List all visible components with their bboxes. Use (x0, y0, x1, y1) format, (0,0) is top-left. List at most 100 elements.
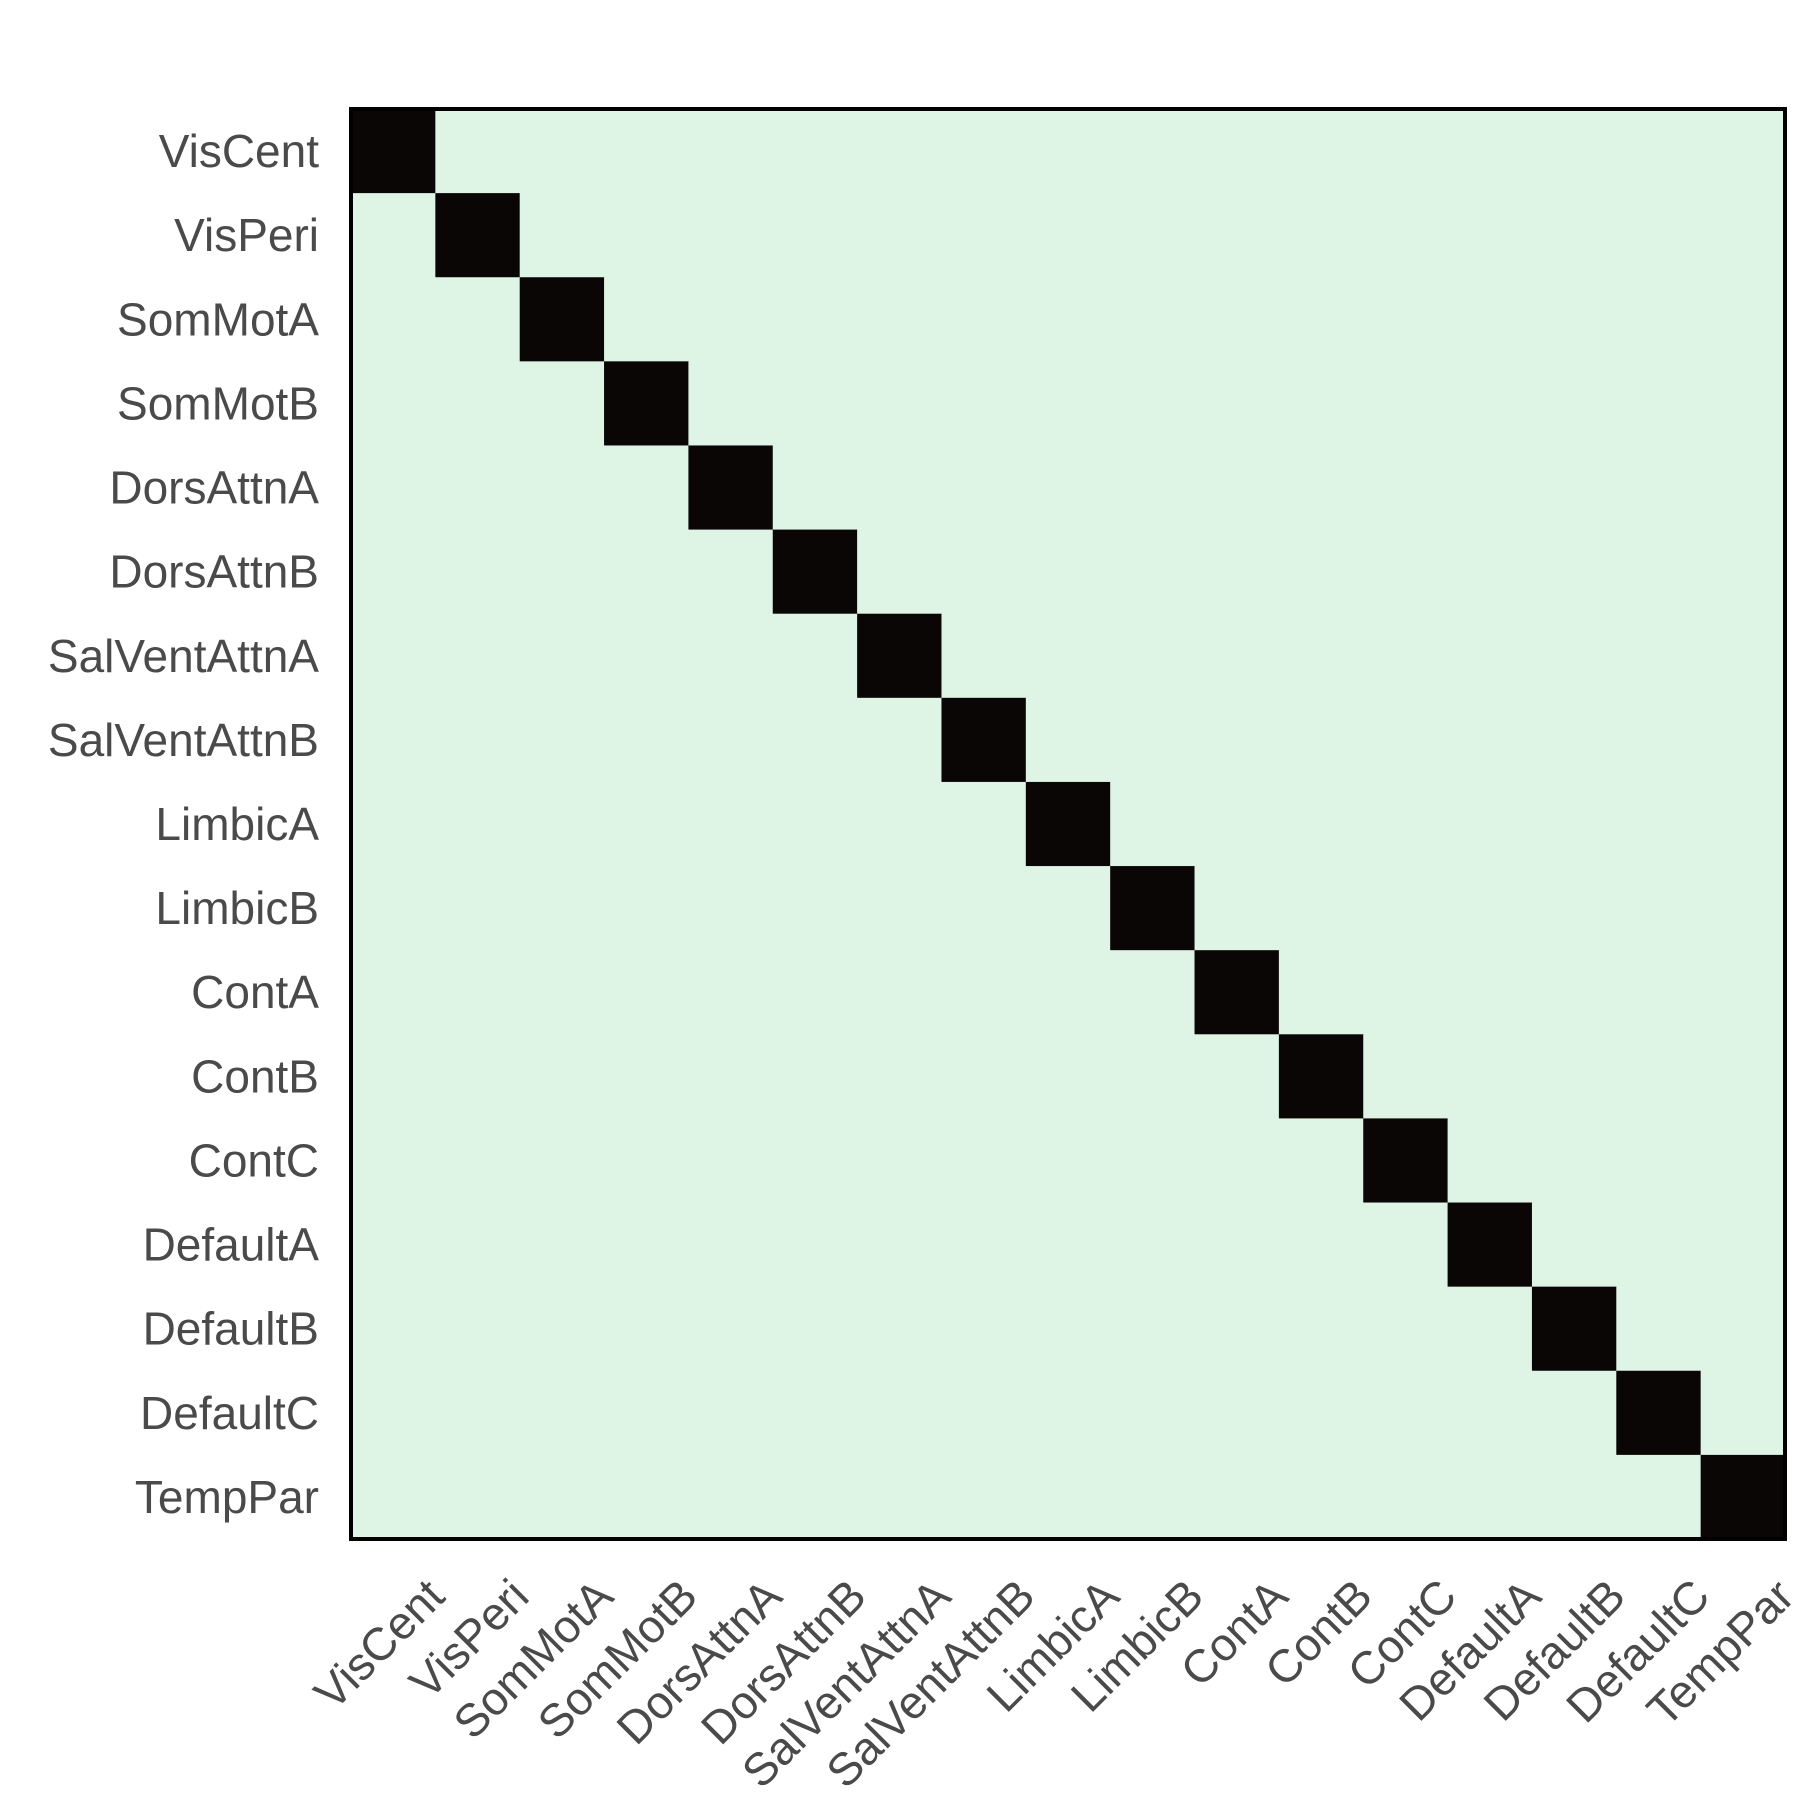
heatmap-cell-ContB-DefaultB (1531, 1034, 1617, 1120)
heatmap-cell-DefaultB-ContB (1278, 1286, 1364, 1372)
heatmap-cell-DorsAttnB-SomMotB (604, 529, 690, 615)
heatmap-cell-VisPeri-SomMotB (604, 193, 690, 278)
heatmap-cell-SomMotB-SomMotB (604, 361, 690, 447)
heatmap-cell-VisPeri-SalVentAttnB (941, 193, 1027, 278)
heatmap-cell-DefaultA-LimbicB (1110, 1202, 1196, 1288)
heatmap-cell-SomMotB-ContC (1363, 361, 1449, 447)
heatmap-cell-TempPar-DefaultB (1531, 1454, 1617, 1540)
heatmap-cell-LimbicA-DorsAttnB (772, 781, 858, 867)
heatmap-cell-TempPar-ContA (1194, 1454, 1280, 1540)
row-label-ContA: ContA (191, 966, 319, 1018)
heatmap-cell-VisPeri-DefaultA (1447, 193, 1533, 278)
heatmap-cell-LimbicA-ContB (1278, 781, 1364, 867)
heatmap-cell-DefaultA-DefaultC (1616, 1202, 1702, 1288)
heatmap-cell-VisCent-LimbicB (1110, 109, 1196, 194)
heatmap-cell-VisPeri-SalVentAttnA (857, 193, 943, 278)
heatmap-cell-SalVentAttnA-LimbicB (1110, 613, 1196, 699)
heatmap-cell-VisPeri-DorsAttnB (772, 193, 858, 278)
row-label-SomMotA: SomMotA (117, 293, 319, 345)
heatmap-cell-ContB-ContA (1194, 1034, 1280, 1120)
heatmap-cell-DorsAttnA-LimbicA (1025, 445, 1111, 531)
heatmap-cell-TempPar-VisPeri (435, 1454, 521, 1540)
heatmap-cell-DefaultA-DorsAttnA (688, 1202, 774, 1288)
heatmap-cell-SomMotA-SalVentAttnA (857, 277, 943, 362)
heatmap-cell-ContB-DorsAttnB (772, 1034, 858, 1120)
heatmap-cell-DefaultA-SalVentAttnA (857, 1202, 943, 1288)
heatmap-cell-VisCent-LimbicA (1025, 109, 1111, 194)
heatmap-cell-ContC-DefaultB (1531, 1118, 1617, 1204)
heatmap-cell-ContC-VisPeri (435, 1118, 521, 1204)
heatmap-cell-LimbicB-LimbicA (1025, 866, 1111, 951)
heatmap-cell-SomMotB-DefaultC (1616, 361, 1702, 447)
heatmap-cell-DefaultC-SomMotB (604, 1370, 690, 1456)
heatmap-cell-LimbicA-ContC (1363, 781, 1449, 867)
heatmap-cell-DefaultB-SomMotB (604, 1286, 690, 1372)
heatmap-cell-VisCent-ContA (1194, 109, 1280, 194)
heatmap-cell-VisCent-VisCent (351, 109, 436, 194)
heatmap-cell-DefaultA-ContB (1278, 1202, 1364, 1288)
column-labels: VisCentVisPeriSomMotASomMotBDorsAttnADor… (304, 1569, 1800, 1798)
heatmap-cell-SalVentAttnA-TempPar (1700, 613, 1786, 699)
heatmap-cell-SalVentAttnA-DorsAttnB (772, 613, 858, 699)
heatmap-cell-ContA-VisCent (351, 950, 436, 1035)
heatmap-cell-DefaultC-DefaultC (1616, 1370, 1702, 1456)
heatmap-cell-TempPar-ContB (1278, 1454, 1364, 1540)
heatmap-cell-SalVentAttnB-ContA (1194, 697, 1280, 783)
heatmap-cell-SomMotA-SomMotB (604, 277, 690, 362)
heatmap-cell-TempPar-LimbicB (1110, 1454, 1196, 1540)
heatmap-cell-ContB-SomMotB (604, 1034, 690, 1120)
heatmap-cell-ContC-ContC (1363, 1118, 1449, 1204)
heatmap-cell-SalVentAttnA-ContC (1363, 613, 1449, 699)
heatmap-cell-ContA-SalVentAttnB (941, 950, 1027, 1035)
heatmap-cell-ContA-SomMotB (604, 950, 690, 1035)
heatmap-cell-DefaultB-SalVentAttnA (857, 1286, 943, 1372)
heatmap-cell-LimbicA-TempPar (1700, 781, 1786, 867)
row-label-DorsAttnA: DorsAttnA (109, 462, 319, 514)
heatmap-cell-SomMotA-DorsAttnA (688, 277, 774, 362)
heatmap-cell-DefaultC-LimbicB (1110, 1370, 1196, 1456)
heatmap-cell-SalVentAttnB-DefaultC (1616, 697, 1702, 783)
heatmap-cell-ContC-SomMotB (604, 1118, 690, 1204)
heatmap-cell-DefaultA-DorsAttnB (772, 1202, 858, 1288)
heatmap-cell-SomMotA-ContC (1363, 277, 1449, 362)
heatmap-cell-SalVentAttnA-DefaultB (1531, 613, 1617, 699)
heatmap-cell-SalVentAttnB-TempPar (1700, 697, 1786, 783)
heatmap-cell-LimbicB-DorsAttnB (772, 866, 858, 951)
heatmap-cell-DorsAttnB-ContA (1194, 529, 1280, 615)
heatmap-cell-LimbicA-DefaultB (1531, 781, 1617, 867)
heatmap-cell-TempPar-SalVentAttnB (941, 1454, 1027, 1540)
heatmap-cell-ContA-SomMotA (519, 950, 605, 1035)
heatmap-cell-VisCent-VisPeri (435, 109, 521, 194)
heatmap-cell-DefaultB-VisPeri (435, 1286, 521, 1372)
heatmap-cell-DorsAttnA-TempPar (1700, 445, 1786, 531)
heatmap-cell-SomMotB-ContB (1278, 361, 1364, 447)
heatmap-cell-DorsAttnA-SalVentAttnA (857, 445, 943, 531)
heatmap-cell-DorsAttnB-LimbicB (1110, 529, 1196, 615)
heatmap-cell-SalVentAttnA-SomMotA (519, 613, 605, 699)
heatmap-cell-DorsAttnB-LimbicA (1025, 529, 1111, 615)
heatmap-cell-SalVentAttnB-VisCent (351, 697, 436, 783)
heatmap-cell-SomMotB-DorsAttnB (772, 361, 858, 447)
heatmap-cell-LimbicA-SalVentAttnB (941, 781, 1027, 867)
heatmap-cell-TempPar-DefaultC (1616, 1454, 1702, 1540)
heatmap-cell-ContB-DefaultA (1447, 1034, 1533, 1120)
heatmap-cell-DorsAttnA-DefaultC (1616, 445, 1702, 531)
heatmap-cell-VisCent-SomMotA (519, 109, 605, 194)
heatmap-cell-DefaultB-DorsAttnB (772, 1286, 858, 1372)
heatmap-cell-VisCent-DorsAttnA (688, 109, 774, 194)
row-label-SalVentAttnA: SalVentAttnA (48, 630, 319, 682)
heatmap-cell-DefaultC-ContC (1363, 1370, 1449, 1456)
heatmap-cell-VisCent-DefaultA (1447, 109, 1533, 194)
heatmap-cell-ContC-LimbicA (1025, 1118, 1111, 1204)
heatmap-cell-DefaultB-TempPar (1700, 1286, 1786, 1372)
heatmap-cell-LimbicA-DefaultC (1616, 781, 1702, 867)
heatmap-cell-LimbicB-DefaultC (1616, 866, 1702, 951)
heatmap-cell-SomMotA-LimbicA (1025, 277, 1111, 362)
row-label-VisPeri: VisPeri (174, 209, 319, 261)
heatmap-cell-VisCent-SalVentAttnB (941, 109, 1027, 194)
heatmap-cell-ContA-DefaultB (1531, 950, 1617, 1035)
heatmap-cell-ContA-LimbicA (1025, 950, 1111, 1035)
heatmap-cell-LimbicB-ContA (1194, 866, 1280, 951)
heatmap-cell-ContA-DefaultA (1447, 950, 1533, 1035)
heatmap-cell-ContC-DorsAttnB (772, 1118, 858, 1204)
